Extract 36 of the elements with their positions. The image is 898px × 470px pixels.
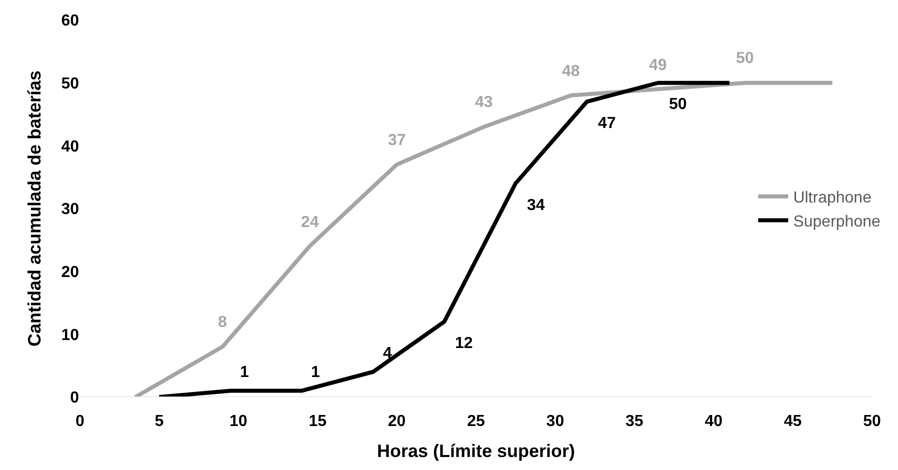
x-tick-label: 10 bbox=[230, 413, 248, 430]
data-label: 8 bbox=[218, 314, 227, 331]
legend-label: Ultraphone bbox=[793, 190, 872, 207]
x-tick-label: 20 bbox=[388, 413, 406, 430]
y-axis-title: Cantidad acumulada de baterías bbox=[24, 70, 44, 347]
y-tick-label: 0 bbox=[70, 390, 80, 407]
y-tick-label: 30 bbox=[61, 201, 80, 218]
y-tick-label: 40 bbox=[61, 138, 80, 156]
y-tick-label: 20 bbox=[61, 264, 80, 281]
y-tick-label: 50 bbox=[61, 75, 80, 92]
x-tick-label: 45 bbox=[784, 413, 802, 430]
data-label: 50 bbox=[669, 96, 687, 113]
data-label: 24 bbox=[301, 214, 319, 231]
data-label: 34 bbox=[527, 197, 545, 214]
data-label: 1 bbox=[240, 364, 249, 381]
data-label: 1 bbox=[311, 364, 320, 381]
data-label: 12 bbox=[455, 335, 473, 352]
x-axis-title: Horas (Límite superior) bbox=[376, 441, 576, 462]
line-series bbox=[157, 80, 732, 397]
x-tick-label: 25 bbox=[467, 413, 485, 430]
data-label: 49 bbox=[649, 57, 667, 74]
data-label: 48 bbox=[562, 63, 580, 80]
x-tick-label: 35 bbox=[626, 413, 644, 430]
data-label: 37 bbox=[388, 132, 406, 149]
data-label: 50 bbox=[736, 50, 754, 67]
data-label: 4 bbox=[383, 345, 392, 362]
x-tick-label: 5 bbox=[154, 413, 164, 430]
data-label: 43 bbox=[475, 94, 493, 111]
y-tick-label: 60 bbox=[61, 12, 80, 30]
x-tick-label: 30 bbox=[546, 413, 564, 430]
x-tick-label: 50 bbox=[863, 413, 881, 430]
data-label: 47 bbox=[598, 115, 616, 132]
x-tick-label: 15 bbox=[308, 413, 327, 430]
legend-label: Superphone bbox=[793, 213, 880, 230]
x-tick-label: 40 bbox=[704, 413, 723, 430]
y-tick-label: 10 bbox=[61, 326, 80, 344]
